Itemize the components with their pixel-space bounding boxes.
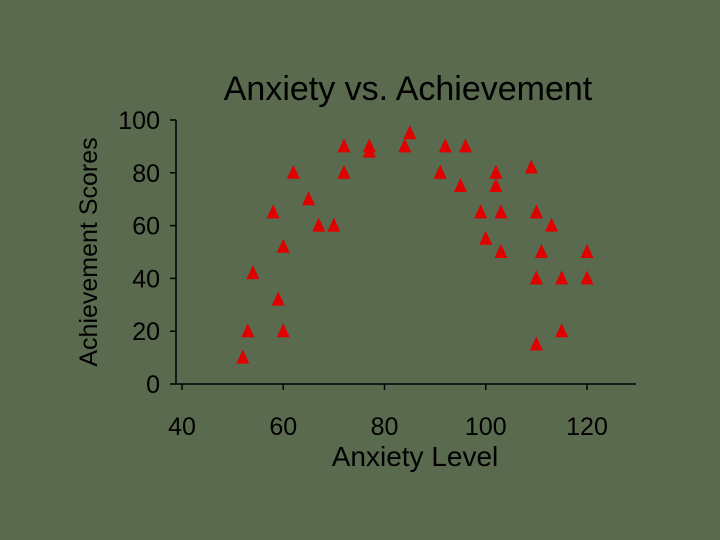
x-ticks: 40 60 80 100 120: [168, 384, 608, 441]
data-point-triangle: [398, 138, 412, 153]
data-point-triangle: [545, 217, 559, 232]
data-point-triangle: [236, 349, 250, 364]
data-point-triangle: [479, 230, 493, 245]
y-axis-title: Achievement Scores: [75, 137, 103, 366]
y-tick-label: 100: [118, 107, 160, 135]
y-tick-label: 80: [132, 160, 160, 188]
data-point-triangle: [529, 204, 543, 219]
data-point-triangle: [241, 323, 255, 338]
data-point-triangle: [337, 138, 351, 153]
data-point-triangle: [529, 270, 543, 285]
chart-title: Anxiety vs. Achievement: [224, 70, 593, 108]
x-axis-title: Anxiety Level: [332, 441, 499, 472]
data-point-triangle: [327, 217, 341, 232]
y-tick-label: 20: [132, 318, 160, 346]
y-tick-label: 60: [132, 213, 160, 241]
data-points: [236, 125, 594, 364]
data-point-triangle: [534, 244, 548, 258]
data-point-triangle: [286, 164, 300, 179]
data-point-triangle: [302, 191, 316, 206]
x-tick-label: 80: [371, 413, 399, 441]
data-point-triangle: [474, 204, 488, 219]
data-point-triangle: [276, 323, 290, 338]
data-point-triangle: [403, 125, 417, 140]
x-tick-label: 100: [465, 413, 507, 441]
data-point-triangle: [524, 159, 538, 174]
y-ticks: 0 20 40 60 80 100: [118, 107, 176, 399]
data-point-triangle: [459, 138, 472, 153]
data-point-triangle: [529, 336, 543, 351]
data-point-triangle: [555, 323, 569, 338]
data-point-triangle: [433, 164, 447, 179]
data-point-triangle: [489, 178, 503, 192]
data-point-triangle: [271, 291, 285, 306]
data-point-triangle: [494, 244, 508, 258]
data-point-triangle: [489, 164, 503, 179]
data-point-triangle: [337, 164, 351, 179]
y-tick-label: 40: [132, 265, 160, 293]
x-tick-label: 120: [566, 413, 608, 441]
x-tick-label: 40: [168, 413, 196, 441]
data-point-triangle: [246, 265, 260, 280]
data-point-triangle: [438, 138, 452, 153]
data-point-triangle: [494, 204, 508, 219]
data-point-triangle: [580, 244, 594, 258]
data-point-triangle: [276, 238, 290, 253]
x-tick-label: 60: [269, 413, 297, 441]
data-point-triangle: [266, 204, 280, 219]
data-point-triangle: [362, 143, 376, 158]
data-point-triangle: [580, 270, 594, 285]
data-point-triangle: [453, 178, 467, 192]
data-point-triangle: [555, 270, 569, 285]
y-tick-label: 0: [146, 371, 160, 399]
data-point-triangle: [312, 217, 326, 232]
